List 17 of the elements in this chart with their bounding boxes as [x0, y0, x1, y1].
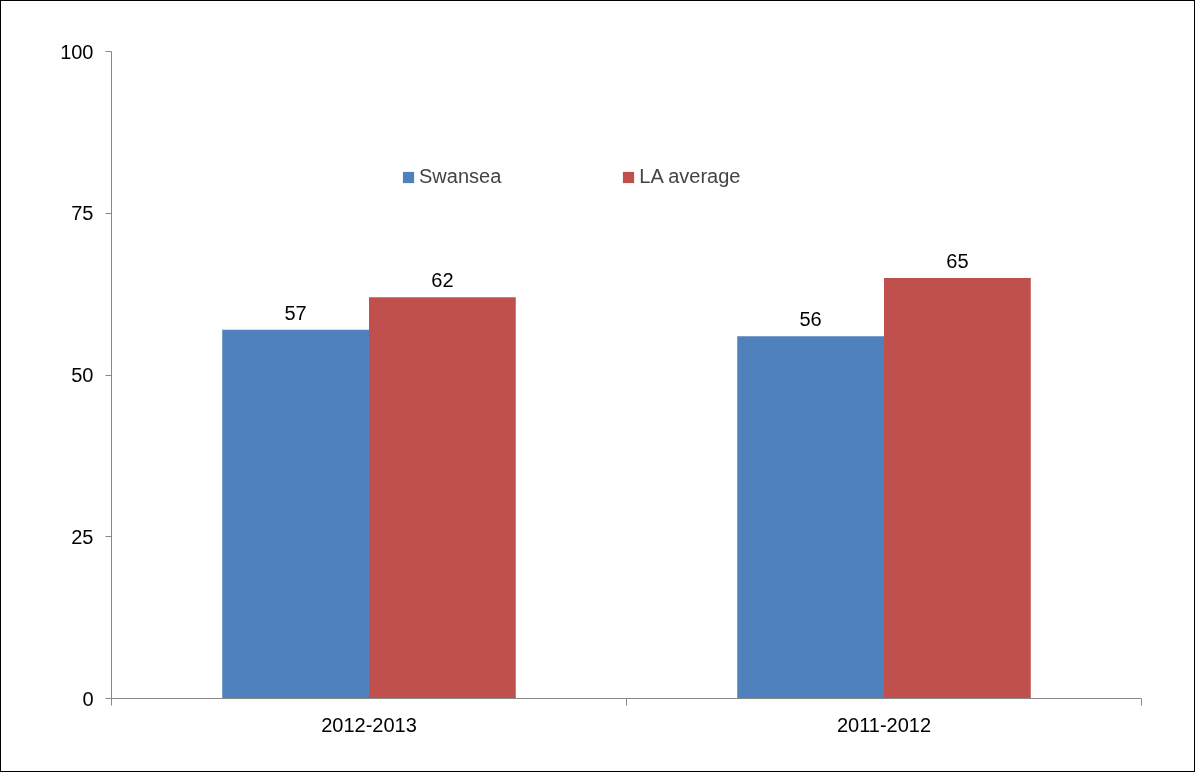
- data-label: 62: [431, 269, 454, 292]
- y-tick-label: 75: [71, 202, 94, 225]
- bar: [884, 277, 1031, 699]
- y-tick-label: 50: [71, 364, 94, 386]
- y-tick-label: 100: [60, 40, 94, 63]
- data-label: 56: [799, 308, 822, 331]
- y-tick-label: 25: [71, 525, 94, 548]
- legend-label: LA average: [639, 165, 741, 188]
- bar: [369, 297, 516, 699]
- x-tick-label: 2012-2013: [321, 713, 417, 736]
- x-tick-label: 2011-2012: [836, 713, 932, 736]
- bar: [222, 329, 369, 699]
- data-label: 65: [946, 249, 969, 272]
- y-tick-label: 0: [82, 687, 94, 710]
- bar: [737, 336, 884, 699]
- data-label: 57: [284, 301, 307, 324]
- legend-label: Swansea: [419, 165, 502, 188]
